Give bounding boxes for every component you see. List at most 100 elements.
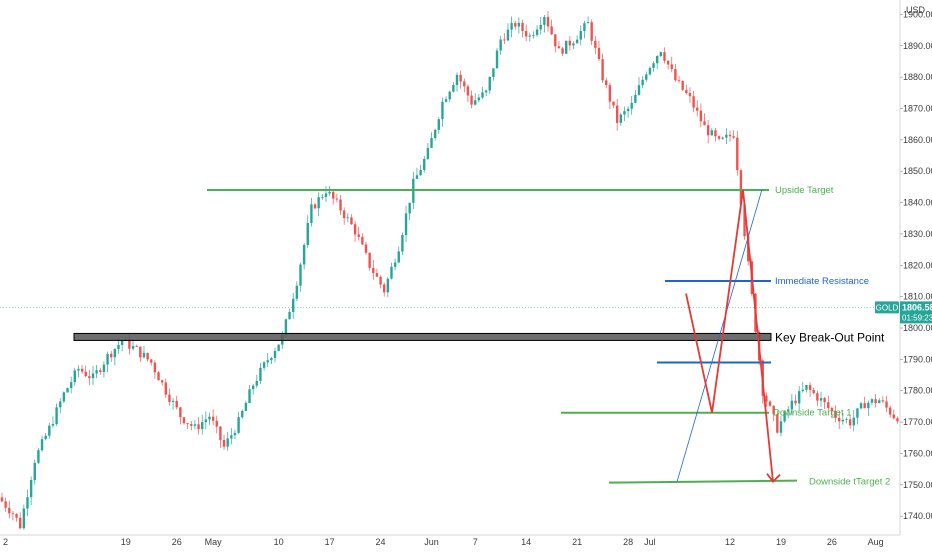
x-tick-label: Jun (424, 537, 439, 547)
candle-body (77, 368, 80, 371)
candle-body (353, 224, 357, 235)
candle-body (812, 389, 815, 394)
x-tick-label: 2 (3, 537, 8, 547)
candle-body (816, 393, 819, 401)
candle-body (324, 193, 328, 197)
candle-body (692, 96, 695, 108)
candle-body (339, 199, 342, 211)
candle-body (164, 382, 167, 395)
y-tick-label: 1860.00 (903, 135, 932, 145)
candle-body (484, 90, 488, 93)
candle-body (383, 284, 386, 293)
last-price-text: 1806.58 (902, 302, 932, 312)
candle-body (419, 169, 422, 176)
candle-body (397, 251, 400, 263)
y-tick-label: 1900.00 (903, 9, 932, 19)
candle-body (110, 353, 113, 358)
price-axis[interactable]: 1740.00 1750.00 1760.00 1770.00 1780.00 1790.… (899, 0, 932, 550)
candle-body (466, 86, 470, 96)
candle-body (251, 385, 255, 390)
candle-body (386, 278, 390, 293)
candle-body (608, 85, 612, 102)
candle-body (292, 298, 295, 312)
candle-body (645, 74, 648, 80)
candle-body (33, 462, 36, 481)
candle-body (259, 367, 262, 381)
candle-body (375, 273, 379, 277)
candle-body (572, 43, 575, 46)
x-tick-label: Jul (644, 537, 656, 547)
candle-body (736, 137, 739, 171)
levels-group: Upside Target Immediate Resistance Key Bre… (73, 185, 890, 488)
candle-body (819, 398, 823, 401)
candle-body (463, 81, 466, 87)
candle-body (539, 24, 542, 30)
candle-body (703, 121, 706, 126)
candle-body (714, 130, 717, 137)
y-tick-label: 1810.00 (903, 292, 932, 302)
candle-body (783, 411, 786, 422)
time-axis[interactable]: 2 19 26 May 10 17 24 Jun 7 14 21 28 Jul 12 19 26 Aug (0, 534, 900, 550)
x-tick-label: Aug (868, 537, 884, 547)
candle-body (557, 46, 561, 49)
candle-body (415, 175, 419, 179)
candle-body (117, 344, 120, 349)
candle-body (867, 402, 870, 409)
candle-body (230, 435, 233, 439)
x-tick-label: 14 (521, 537, 531, 547)
candle-body (404, 213, 408, 235)
candle-body (120, 340, 124, 345)
y-tick-label: 1800.00 (903, 323, 932, 333)
y-tick-label: 1760.00 (903, 448, 932, 458)
last-price-tag (900, 301, 932, 324)
candle-body (193, 424, 197, 426)
candle-body (408, 202, 411, 214)
candle-body (575, 39, 579, 44)
candle-body (142, 352, 146, 358)
upside-target-label: Upside Target (775, 185, 834, 196)
currency-label: USD (906, 5, 926, 15)
candle-body (364, 244, 368, 253)
candle-body (863, 403, 866, 409)
candle-body (830, 407, 834, 412)
candle-body (696, 107, 699, 111)
candle-body (66, 388, 69, 393)
candle-body (521, 22, 524, 31)
candle-body (590, 22, 593, 41)
candle-body (597, 47, 601, 60)
candle-body (546, 16, 550, 27)
candle-body (69, 382, 73, 389)
candle-body (477, 97, 481, 101)
x-tick-label: May (205, 537, 223, 547)
candle-body (790, 400, 794, 410)
candle-body (535, 29, 539, 35)
candle-body (135, 346, 138, 347)
candle-body (626, 108, 630, 112)
y-tick-label: 1820.00 (903, 260, 932, 270)
candle-body (186, 423, 189, 425)
candle-body (459, 74, 462, 82)
candle-body (51, 423, 55, 426)
candle-body (474, 100, 477, 105)
candle-body (131, 346, 135, 349)
candle-body (717, 136, 721, 139)
candle-body (317, 197, 320, 209)
candle-body (688, 93, 692, 97)
candle-body (455, 74, 459, 85)
candle-body (666, 60, 670, 65)
candle-body (84, 371, 87, 377)
candle-body (805, 385, 808, 390)
y-tick-label: 1880.00 (903, 72, 932, 82)
candle-body (586, 22, 590, 24)
candle-body (827, 402, 830, 408)
candle-body (175, 400, 178, 408)
symbol-tag-text: GOLD (876, 303, 899, 312)
candle-body (44, 435, 47, 440)
candle-body (226, 438, 229, 447)
candle-body (430, 138, 433, 148)
candle-body (168, 394, 171, 402)
candle-body (139, 346, 142, 358)
x-tick-label: 7 (473, 537, 478, 547)
